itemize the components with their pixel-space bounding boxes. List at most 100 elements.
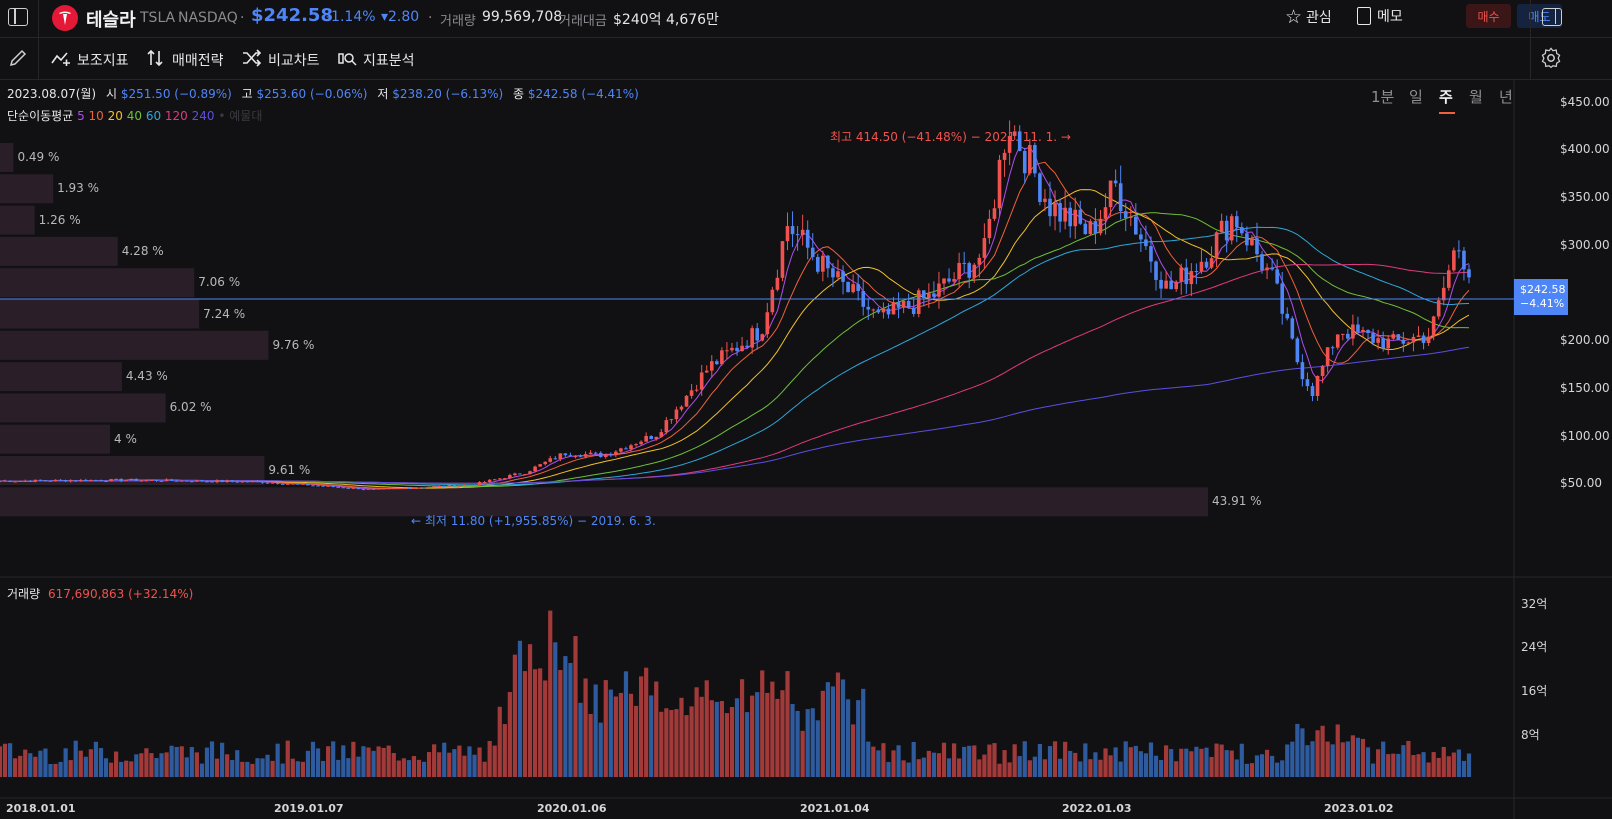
- volume-bar: [1209, 756, 1214, 777]
- volume-bar: [1406, 740, 1411, 777]
- buy-button[interactable]: 매수: [1466, 4, 1511, 28]
- period-month[interactable]: 월: [1469, 88, 1483, 106]
- volume-bar: [790, 704, 795, 777]
- volume-profile-label: 1.93 %: [57, 181, 100, 196]
- volume-profile-bar: [0, 330, 269, 360]
- volume-bar: [114, 751, 119, 777]
- volume-bar: [154, 758, 159, 777]
- candle-body: [977, 257, 982, 265]
- ma-period-20[interactable]: 20: [103, 109, 123, 123]
- volume-bar: [361, 746, 366, 777]
- ma-period-120[interactable]: 120: [161, 109, 188, 123]
- indicator-button[interactable]: 보조지표: [51, 47, 129, 73]
- candle-body: [346, 487, 351, 489]
- candle-body: [1088, 221, 1093, 235]
- memo-button[interactable]: 메모: [1357, 6, 1403, 26]
- volume-bar: [785, 671, 790, 777]
- analysis-button[interactable]: 지표분석: [337, 47, 415, 73]
- candle-body: [1315, 375, 1320, 396]
- volume-profile-label: 43.91 %: [1212, 494, 1262, 509]
- volume-bar: [1158, 759, 1164, 777]
- volume-bar: [1194, 746, 1199, 777]
- volume-bar: [310, 741, 316, 777]
- ma-period-10[interactable]: 10: [84, 109, 104, 123]
- volume-bar: [810, 708, 815, 777]
- ma-legend[interactable]: 단순이동평균 5 10 20 40 60 120 240 • 예물대: [7, 109, 263, 123]
- volume-bar: [376, 746, 381, 777]
- volume-bar: [1179, 748, 1184, 777]
- strategy-button[interactable]: 매매전략: [146, 47, 224, 73]
- stock-chart[interactable]: [0, 80, 1612, 819]
- settings-gear-icon[interactable]: [1540, 47, 1562, 73]
- volume-bar: [760, 670, 765, 777]
- volume-bar: [977, 759, 982, 777]
- candle-body: [947, 278, 951, 282]
- volume-bar: [1416, 754, 1421, 777]
- candle-body: [1361, 329, 1365, 332]
- candle-body: [1416, 335, 1421, 337]
- candle-body: [871, 309, 876, 311]
- volume-bar: [1219, 744, 1224, 777]
- volume-bar: [437, 752, 442, 777]
- candle-body: [699, 372, 704, 390]
- candle-body: [639, 441, 643, 445]
- volume-bar: [144, 748, 149, 777]
- ma-period-240[interactable]: 240: [187, 109, 215, 123]
- candle-body: [709, 361, 714, 371]
- candle-body: [846, 281, 850, 293]
- volume-profile-label: 1.26 %: [38, 212, 81, 227]
- candle-body: [1093, 221, 1098, 234]
- candle-body: [452, 485, 457, 487]
- period-1min[interactable]: 1분: [1371, 88, 1395, 106]
- candle-body: [23, 480, 28, 482]
- volume-bar: [13, 758, 18, 777]
- ma-period-40[interactable]: 40: [122, 109, 142, 123]
- period-week[interactable]: 주: [1439, 88, 1453, 106]
- volume-bar: [245, 761, 250, 777]
- compare-button[interactable]: 비교차트: [242, 47, 320, 73]
- volume-bar: [381, 747, 386, 777]
- ma-period-5[interactable]: 5: [77, 109, 85, 123]
- volume-bar: [724, 713, 730, 777]
- volume-bar: [1169, 749, 1174, 777]
- period-day[interactable]: 일: [1409, 88, 1423, 106]
- candle-body: [992, 208, 997, 219]
- volume-bar: [598, 722, 603, 777]
- volume-bar: [290, 758, 295, 777]
- panel-toggle-icon[interactable]: [1542, 8, 1562, 26]
- candle-body: [442, 485, 447, 487]
- volume-bar: [411, 756, 417, 777]
- ma-period-60[interactable]: 60: [142, 109, 162, 123]
- candle-body: [1396, 334, 1401, 340]
- volume-bar: [1007, 762, 1012, 777]
- volume-bar: [366, 747, 371, 777]
- sidebar-toggle-icon[interactable]: [8, 8, 28, 26]
- open-value: $251.50 (−0.89%): [120, 87, 232, 101]
- candle-body: [210, 481, 214, 483]
- candle-body: [1229, 216, 1234, 241]
- candle-body: [674, 409, 679, 420]
- candle-body: [1335, 334, 1340, 348]
- volume-bar: [346, 758, 351, 777]
- volume-bar: [1153, 755, 1159, 777]
- candle-body: [447, 485, 452, 487]
- period-year[interactable]: 년: [1499, 88, 1513, 106]
- volume-bar: [1199, 748, 1204, 777]
- pencil-icon[interactable]: [8, 48, 28, 72]
- chart-toolbar: 보조지표 매매전략 비교차트 지표분석 1분 일 주 월 년: [0, 38, 1612, 114]
- volume-bar: [861, 688, 866, 777]
- volume-bar: [1451, 752, 1456, 777]
- volume-bar: [1244, 763, 1249, 777]
- watch-button[interactable]: ☆ 관심: [1285, 6, 1332, 28]
- volume-bar: [603, 680, 608, 777]
- candle-body: [366, 488, 371, 490]
- candle-body: [1411, 336, 1416, 343]
- change-pct: -1.14%: [326, 9, 376, 25]
- volume-bar: [134, 754, 139, 777]
- candle-body: [235, 481, 240, 483]
- candle-body: [296, 483, 300, 485]
- volume-profile-label: 4 %: [114, 431, 137, 446]
- candle-body: [624, 448, 628, 450]
- candle-body: [704, 370, 709, 373]
- candle-body: [1240, 227, 1244, 234]
